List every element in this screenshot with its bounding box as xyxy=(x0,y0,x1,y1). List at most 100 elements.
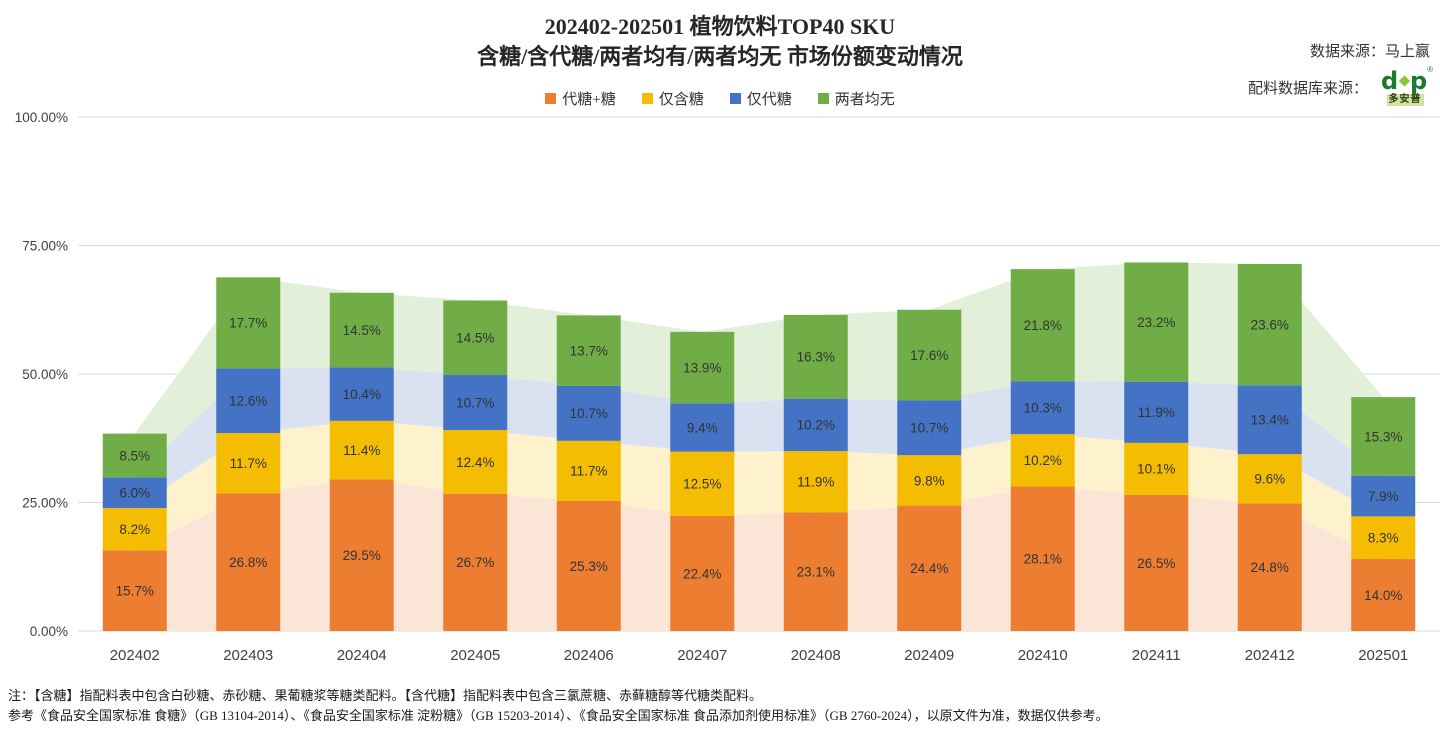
bar-segment xyxy=(1010,381,1075,435)
x-tick-label: 202405 xyxy=(450,647,500,664)
x-tick-label: 202406 xyxy=(564,647,614,664)
legend-label: 仅含糖 xyxy=(658,92,704,108)
x-tick-label: 202409 xyxy=(904,647,954,664)
bar-segment xyxy=(1124,262,1189,382)
dap-logo-mark-icon: d p ® xyxy=(1379,65,1433,95)
legend-swatch-icon xyxy=(817,93,829,104)
bar-value-label: 11.4% xyxy=(343,443,380,458)
bar-value-label: 8.2% xyxy=(119,522,150,537)
x-tick-label: 202408 xyxy=(791,647,841,664)
legend-label: 仅代糖 xyxy=(746,92,792,108)
bar-segment xyxy=(102,477,167,509)
chart-subtitle: 含糖/含代糖/两者均有/两者均无 市场份额变动情况 xyxy=(477,43,963,69)
bar-segment xyxy=(1010,486,1075,631)
bar-value-label: 10.7% xyxy=(456,395,494,410)
bar-segment xyxy=(556,500,621,631)
bar-value-label: 10.7% xyxy=(910,421,948,436)
bar-value-label: 13.7% xyxy=(570,343,608,358)
bar-segment xyxy=(216,368,281,434)
bar-value-label: 11.7% xyxy=(570,464,607,479)
bar-value-label: 28.1% xyxy=(1024,552,1062,567)
chart-legend: 代糖+糖 仅含糖 仅代糖 两者均无 xyxy=(0,88,1440,109)
x-tick-label: 202407 xyxy=(677,647,727,664)
legend-item: 仅含糖 xyxy=(641,88,704,109)
bar-value-label: 7.9% xyxy=(1368,489,1399,504)
bar-value-label: 6.0% xyxy=(119,486,150,501)
dap-logo: d p ® 多安普 xyxy=(1376,65,1434,106)
x-tick-label: 202412 xyxy=(1245,647,1295,664)
legend-label: 两者均无 xyxy=(834,92,895,108)
bar-segment xyxy=(102,550,167,631)
bar-segment xyxy=(443,375,508,431)
bar-value-label: 26.8% xyxy=(229,555,267,570)
bar-value-label: 11.9% xyxy=(1138,405,1175,420)
bar-segment xyxy=(670,451,735,516)
bar-segment xyxy=(1237,385,1302,455)
bar-value-label: 11.9% xyxy=(797,475,834,490)
data-source-label: 数据来源：马上赢 xyxy=(1309,44,1430,60)
chart-title: 202402-202501 植物饮料TOP40 SKU xyxy=(544,14,896,39)
bar-value-label: 13.9% xyxy=(683,360,721,375)
bar-value-label: 9.8% xyxy=(914,473,945,488)
bar-value-label: 15.7% xyxy=(116,584,154,599)
bar-value-label: 10.2% xyxy=(797,418,835,433)
bar-value-label: 10.2% xyxy=(1024,453,1062,468)
svg-text:d: d xyxy=(1381,68,1398,94)
bar-segment xyxy=(783,512,848,631)
bar-value-label: 16.3% xyxy=(797,350,835,365)
x-tick-label: 202411 xyxy=(1132,647,1181,664)
footnotes: 注：【含糖】指配料表中包含白砂糖、赤砂糖、果葡糖浆等糖类配料。【含代糖】指配料表… xyxy=(8,686,1432,726)
x-tick-label: 202402 xyxy=(110,647,160,664)
bar-value-label: 23.6% xyxy=(1251,318,1289,333)
y-tick-label: 75.00% xyxy=(22,238,68,253)
bar-segment xyxy=(897,309,962,401)
bar-value-label: 12.4% xyxy=(456,455,494,470)
bar-segment xyxy=(670,515,735,631)
bar-segment xyxy=(329,479,394,631)
bar-segment xyxy=(1124,494,1189,631)
legend-item: 代糖+糖 xyxy=(545,88,616,109)
bar-segment xyxy=(897,505,962,631)
bar-segment xyxy=(329,420,394,480)
bar-value-label: 9.4% xyxy=(687,420,718,435)
bar-segment xyxy=(443,300,508,376)
bar-value-label: 26.7% xyxy=(456,555,494,570)
x-tick-label: 202501 xyxy=(1358,647,1408,664)
legend-swatch-icon xyxy=(545,93,557,104)
bar-value-label: 14.0% xyxy=(1364,588,1402,603)
y-tick-label: 0.00% xyxy=(30,624,68,639)
bar-segment xyxy=(897,455,962,506)
bar-value-label: 8.3% xyxy=(1368,531,1399,546)
bar-segment xyxy=(1351,516,1416,560)
bar-segment xyxy=(556,385,621,441)
legend-item: 仅代糖 xyxy=(729,88,792,109)
bar-value-label: 12.5% xyxy=(683,477,721,492)
bar-value-label: 9.6% xyxy=(1254,472,1285,487)
legend-swatch-icon xyxy=(729,93,741,104)
bar-segment xyxy=(556,315,621,386)
bar-segment xyxy=(783,314,848,399)
legend-swatch-icon xyxy=(641,93,653,104)
bar-value-label: 17.7% xyxy=(229,316,267,331)
bar-segment xyxy=(443,493,508,631)
bar-value-label: 23.2% xyxy=(1137,315,1175,330)
bar-segment xyxy=(216,493,281,631)
ingredient-source-row: 配料数据库来源： d p ® 多安普 xyxy=(1248,65,1434,106)
dap-logo-text: 多安普 xyxy=(1386,94,1424,106)
bar-value-label: 10.1% xyxy=(1137,462,1175,477)
bar-value-label: 15.3% xyxy=(1364,429,1402,444)
bar-segment xyxy=(1010,434,1075,487)
bar-segment xyxy=(1351,559,1416,631)
bar-segment xyxy=(443,430,508,494)
bar-segment xyxy=(1124,442,1189,495)
bar-value-label: 10.3% xyxy=(1024,401,1062,416)
title-block: 202402-202501 植物饮料TOP40 SKU 含糖/含代糖/两者均有/… xyxy=(0,12,1440,71)
bar-segment xyxy=(1237,454,1302,504)
y-tick-label: 100.00% xyxy=(15,110,68,125)
x-tick-label: 202410 xyxy=(1018,647,1068,664)
bar-value-label: 8.5% xyxy=(119,448,150,463)
bar-segment xyxy=(1351,397,1416,476)
legend-label: 代糖+糖 xyxy=(562,92,616,108)
bar-value-label: 17.6% xyxy=(910,348,948,363)
